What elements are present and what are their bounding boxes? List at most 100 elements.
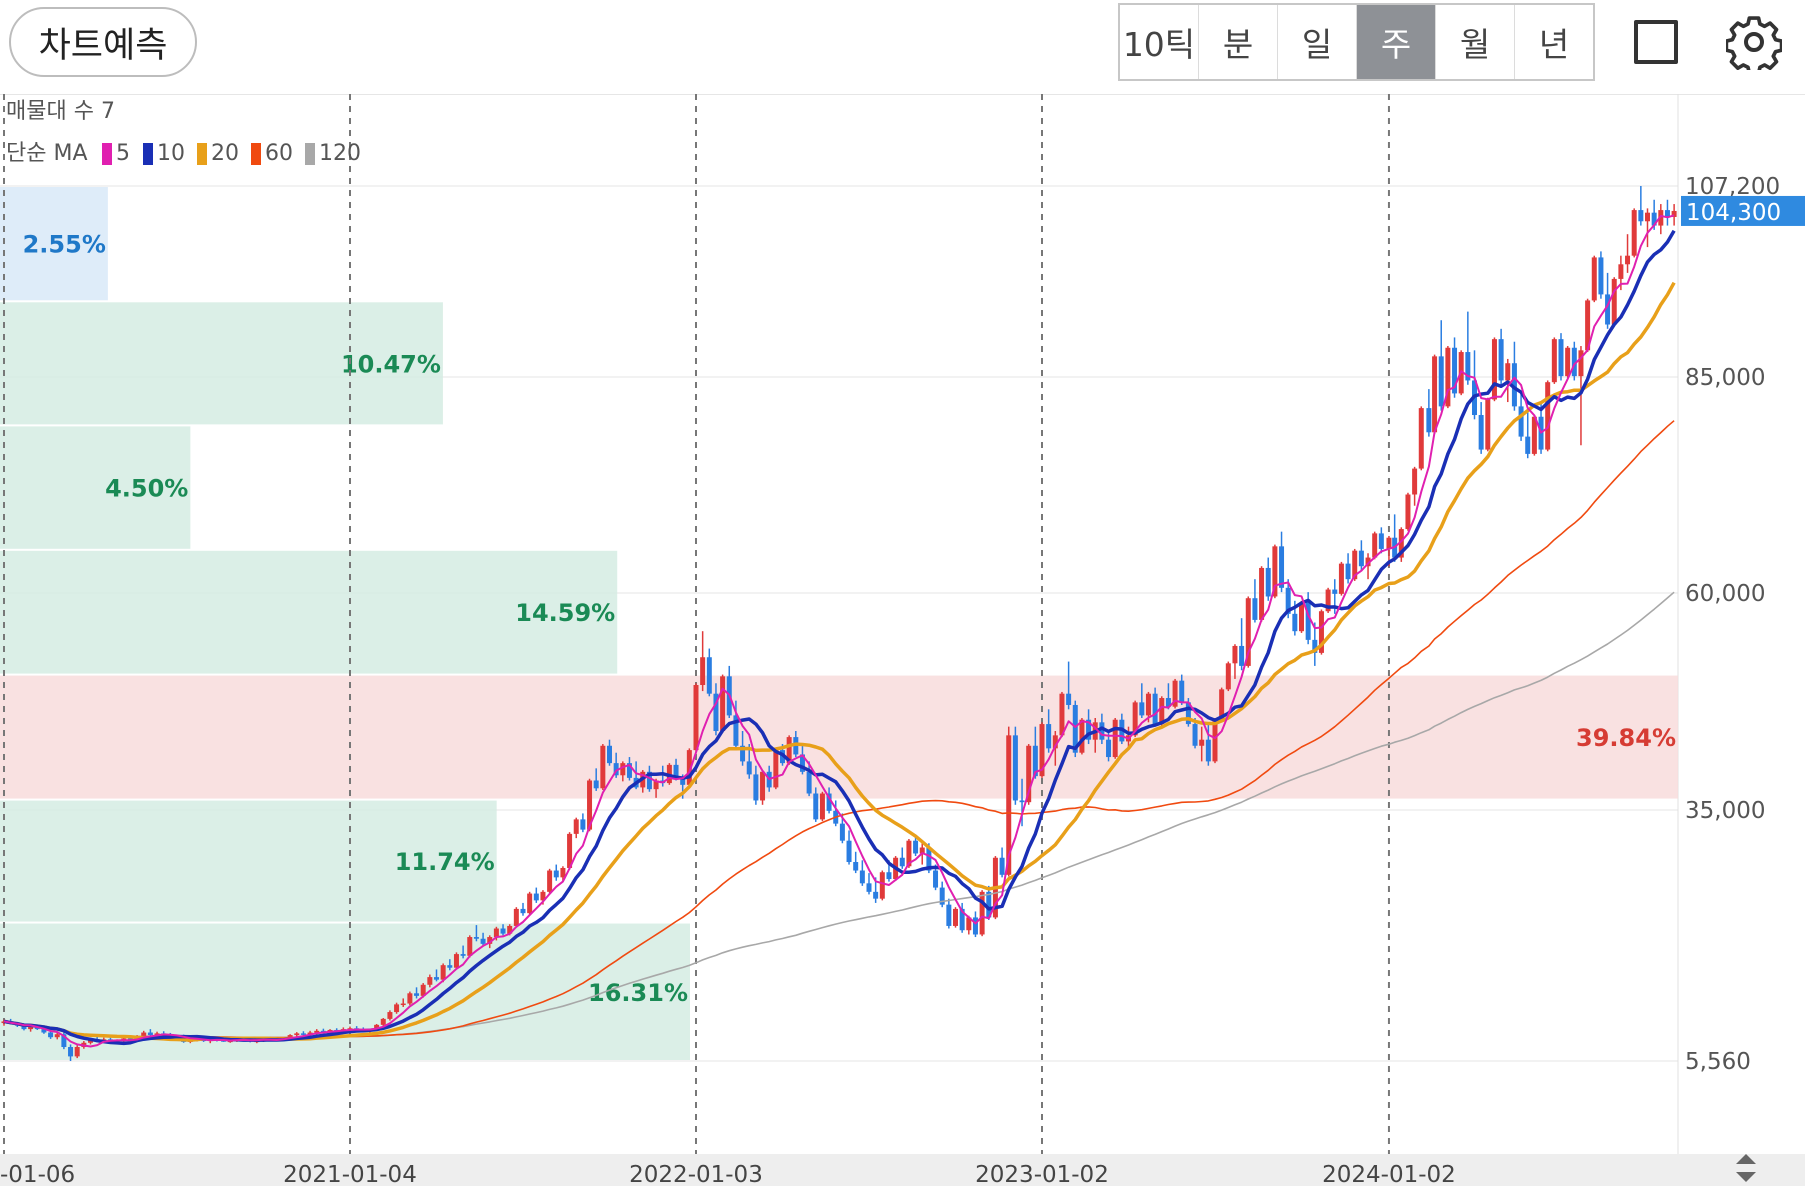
candle-body xyxy=(1611,278,1617,325)
candle-body xyxy=(1505,363,1511,381)
candle-body xyxy=(400,1003,406,1006)
candle-body xyxy=(1365,557,1371,567)
candle-body xyxy=(819,793,825,820)
candle-body xyxy=(1318,611,1324,653)
candle-body xyxy=(1578,350,1584,377)
volume-profile-bar xyxy=(0,675,1678,799)
volume-profile-label: 2.55% xyxy=(23,231,106,259)
candle-body xyxy=(626,763,632,778)
candle-body xyxy=(473,937,479,939)
candle-body xyxy=(460,954,466,956)
candle-body xyxy=(1412,468,1418,495)
candle-body xyxy=(141,1032,147,1036)
candle-body xyxy=(1046,724,1052,749)
volume-profile-label: 4.50% xyxy=(105,475,188,503)
period-week-button[interactable]: 주 xyxy=(1357,5,1436,79)
window-icon[interactable] xyxy=(1634,20,1678,64)
volume-profile-label: 14.59% xyxy=(515,599,615,627)
scroll-arrows-icon[interactable] xyxy=(1728,1150,1764,1186)
candle-body xyxy=(1079,719,1085,753)
x-tick-label: 2022-01-03 xyxy=(629,1162,763,1186)
candle-body xyxy=(826,793,832,811)
candle-body xyxy=(1179,680,1185,703)
candle-body xyxy=(853,862,859,871)
candle-body xyxy=(1052,735,1058,749)
candle-body xyxy=(1259,567,1265,620)
candle-body xyxy=(1591,257,1597,301)
candle-body xyxy=(686,750,692,785)
candle-body xyxy=(753,774,759,801)
ma5-line xyxy=(3,214,1675,1048)
candle-body xyxy=(1212,719,1218,762)
price-chart[interactable]: 2.55% 10.47% 4.50% 14.59% 39.84% 11.74% 16.31%… xyxy=(0,94,1805,1186)
gear-icon[interactable] xyxy=(1726,14,1782,70)
candle-body xyxy=(1312,639,1318,653)
candle-body xyxy=(314,1030,320,1033)
chart-toolbar: 차트예측 10틱 분 일 주 월 년 xyxy=(0,0,1805,95)
candle-body xyxy=(540,891,546,901)
candle-body xyxy=(500,928,506,934)
candle-body xyxy=(1172,680,1178,707)
candle-body xyxy=(1006,735,1012,875)
candle-body xyxy=(1332,589,1338,594)
candle-body xyxy=(1026,745,1032,803)
current-price-label: 104,300 xyxy=(1686,200,1781,226)
candle-body xyxy=(1525,436,1531,454)
chart-forecast-button[interactable]: 차트예측 xyxy=(9,7,197,77)
candle-body xyxy=(547,870,553,892)
candle-body xyxy=(1438,356,1444,407)
volume-profile-bar xyxy=(0,426,191,549)
ma-legend-swatch xyxy=(197,143,207,165)
period-month-button[interactable]: 월 xyxy=(1436,5,1515,79)
candle-body xyxy=(154,1033,160,1036)
candle-body xyxy=(600,745,606,789)
candle-body xyxy=(1372,533,1378,558)
period-day-button[interactable]: 일 xyxy=(1278,5,1357,79)
candle-body xyxy=(1032,745,1038,777)
candle-body xyxy=(74,1047,80,1057)
candle-body xyxy=(1299,602,1304,632)
candle-body xyxy=(507,925,513,934)
volume-profile-bar xyxy=(0,550,618,674)
ma-legend-swatch xyxy=(251,143,261,165)
period-minute-button[interactable]: 분 xyxy=(1199,5,1278,79)
candle-body xyxy=(740,745,746,762)
candle-body xyxy=(720,676,726,732)
candle-body xyxy=(1605,294,1611,325)
candle-body xyxy=(1565,347,1571,377)
candle-body xyxy=(926,847,932,871)
candle-body xyxy=(899,857,905,867)
candle-body xyxy=(427,977,433,985)
candle-body xyxy=(760,771,766,801)
candle-body xyxy=(886,872,892,880)
y-tick-label: 107,200 xyxy=(1685,174,1780,200)
volume-profile-label: 10.47% xyxy=(341,350,441,378)
candle-body xyxy=(1252,598,1258,620)
candle-body xyxy=(374,1024,380,1030)
candle-body xyxy=(906,840,912,867)
period-tick-button[interactable]: 10틱 xyxy=(1120,5,1199,79)
volume-profile-bar xyxy=(0,800,497,922)
candle-body xyxy=(587,780,593,830)
volume-profile-label: 매물대 수 7 xyxy=(6,99,115,124)
candle-body xyxy=(1165,698,1171,707)
ma-legend-swatch xyxy=(143,143,153,165)
candle-body xyxy=(733,715,739,746)
candle-body xyxy=(1445,347,1451,407)
candle-body xyxy=(879,872,885,899)
period-year-button[interactable]: 년 xyxy=(1515,5,1593,79)
candle-body xyxy=(946,904,952,926)
candle-body xyxy=(1232,645,1238,664)
candle-body xyxy=(567,833,573,868)
candle-body xyxy=(394,1004,400,1013)
candle-body xyxy=(294,1033,300,1036)
candle-body xyxy=(1112,719,1118,758)
volume-profile-label: 16.31% xyxy=(588,979,688,1007)
candle-body xyxy=(979,891,985,935)
candle-body xyxy=(1545,382,1551,450)
candle-body xyxy=(21,1025,27,1030)
candle-body xyxy=(61,1034,67,1048)
candle-body xyxy=(300,1033,306,1035)
candle-body xyxy=(1152,693,1158,725)
ma-legend-period: 5 xyxy=(116,141,130,166)
